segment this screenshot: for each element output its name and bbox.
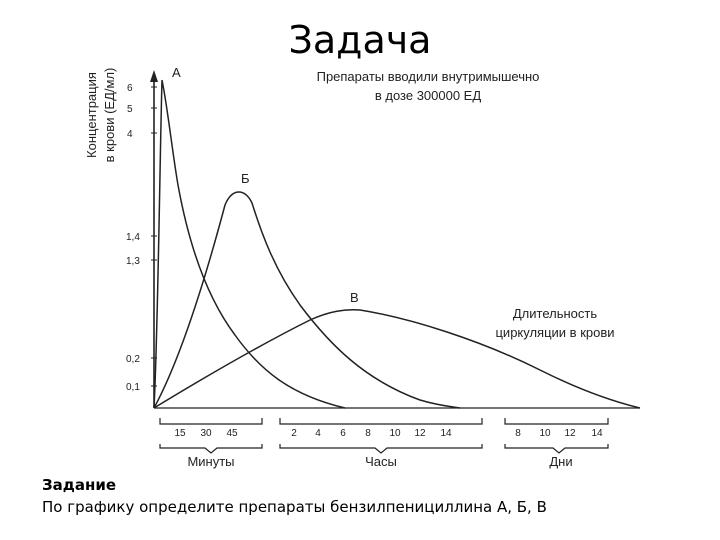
x-tick-label: 10 — [539, 428, 551, 439]
y-tick-label: 5 — [127, 104, 133, 115]
series-label-b: Б — [241, 171, 250, 186]
y-ticks: 6 5 4 1,4 1,3 0,2 0,1 — [126, 83, 157, 393]
x-brace-minutes — [159, 444, 263, 454]
task-block: Задание По графику определите препараты … — [42, 474, 547, 518]
x-bracket-minutes — [159, 418, 263, 425]
slide-title: Задача — [288, 18, 432, 62]
x-tick-label: 8 — [365, 428, 371, 439]
series-label-c: В — [350, 290, 359, 305]
x-tick-label: 10 — [389, 428, 401, 439]
x-tick-label: 4 — [315, 428, 321, 439]
y-axis-label-line-1: Концентрация — [84, 72, 99, 158]
x-tick-label: 12 — [564, 428, 576, 439]
y-tick-label: 1,3 — [126, 256, 140, 267]
x-group-label-hours: Часы — [365, 454, 397, 469]
series-b-curve — [153, 191, 461, 409]
penicillin-concentration-chart: Препараты вводили внутримышечно в дозе 3… — [84, 65, 641, 469]
x-group-label-days: Дни — [549, 454, 572, 469]
x-brace-hours — [279, 444, 483, 454]
y-axis-label-line-2: в крови (ЕД/мл) — [102, 68, 117, 163]
task-text: По графику определите препараты бензилпе… — [42, 498, 547, 516]
x-tick-label: 45 — [226, 428, 238, 439]
x-bracket-days — [504, 418, 609, 425]
y-tick-label: 0,1 — [126, 382, 140, 393]
y-tick-label: 0,2 — [126, 354, 140, 365]
x-tick-label: 30 — [200, 428, 212, 439]
x-tick-label: 2 — [291, 428, 297, 439]
x-tick-label: 14 — [591, 428, 603, 439]
series-a-curve — [153, 79, 346, 409]
task-heading: Задание — [42, 476, 117, 494]
y-axis-arrow — [150, 70, 158, 82]
x-tick-label: 14 — [440, 428, 452, 439]
y-tick-label: 4 — [127, 129, 133, 140]
x-tick-label: 6 — [340, 428, 346, 439]
y-tick-label: 1,4 — [126, 232, 140, 243]
annotation-line-1: Длительность — [513, 306, 597, 321]
x-bracket-hours — [279, 418, 483, 425]
y-tick-label: 6 — [127, 83, 133, 94]
x-group-label-minutes: Минуты — [187, 454, 234, 469]
x-brace-days — [504, 444, 609, 454]
chart-title-line-1: Препараты вводили внутримышечно — [317, 69, 540, 84]
annotation-line-2: циркуляции в крови — [495, 325, 614, 340]
chart-title-line-2: в дозе 300000 ЕД — [375, 88, 482, 103]
x-tick-label: 15 — [174, 428, 186, 439]
series-label-a: А — [172, 65, 181, 80]
series-c-curve — [153, 309, 641, 409]
x-tick-label: 12 — [414, 428, 426, 439]
x-tick-label: 8 — [515, 428, 521, 439]
